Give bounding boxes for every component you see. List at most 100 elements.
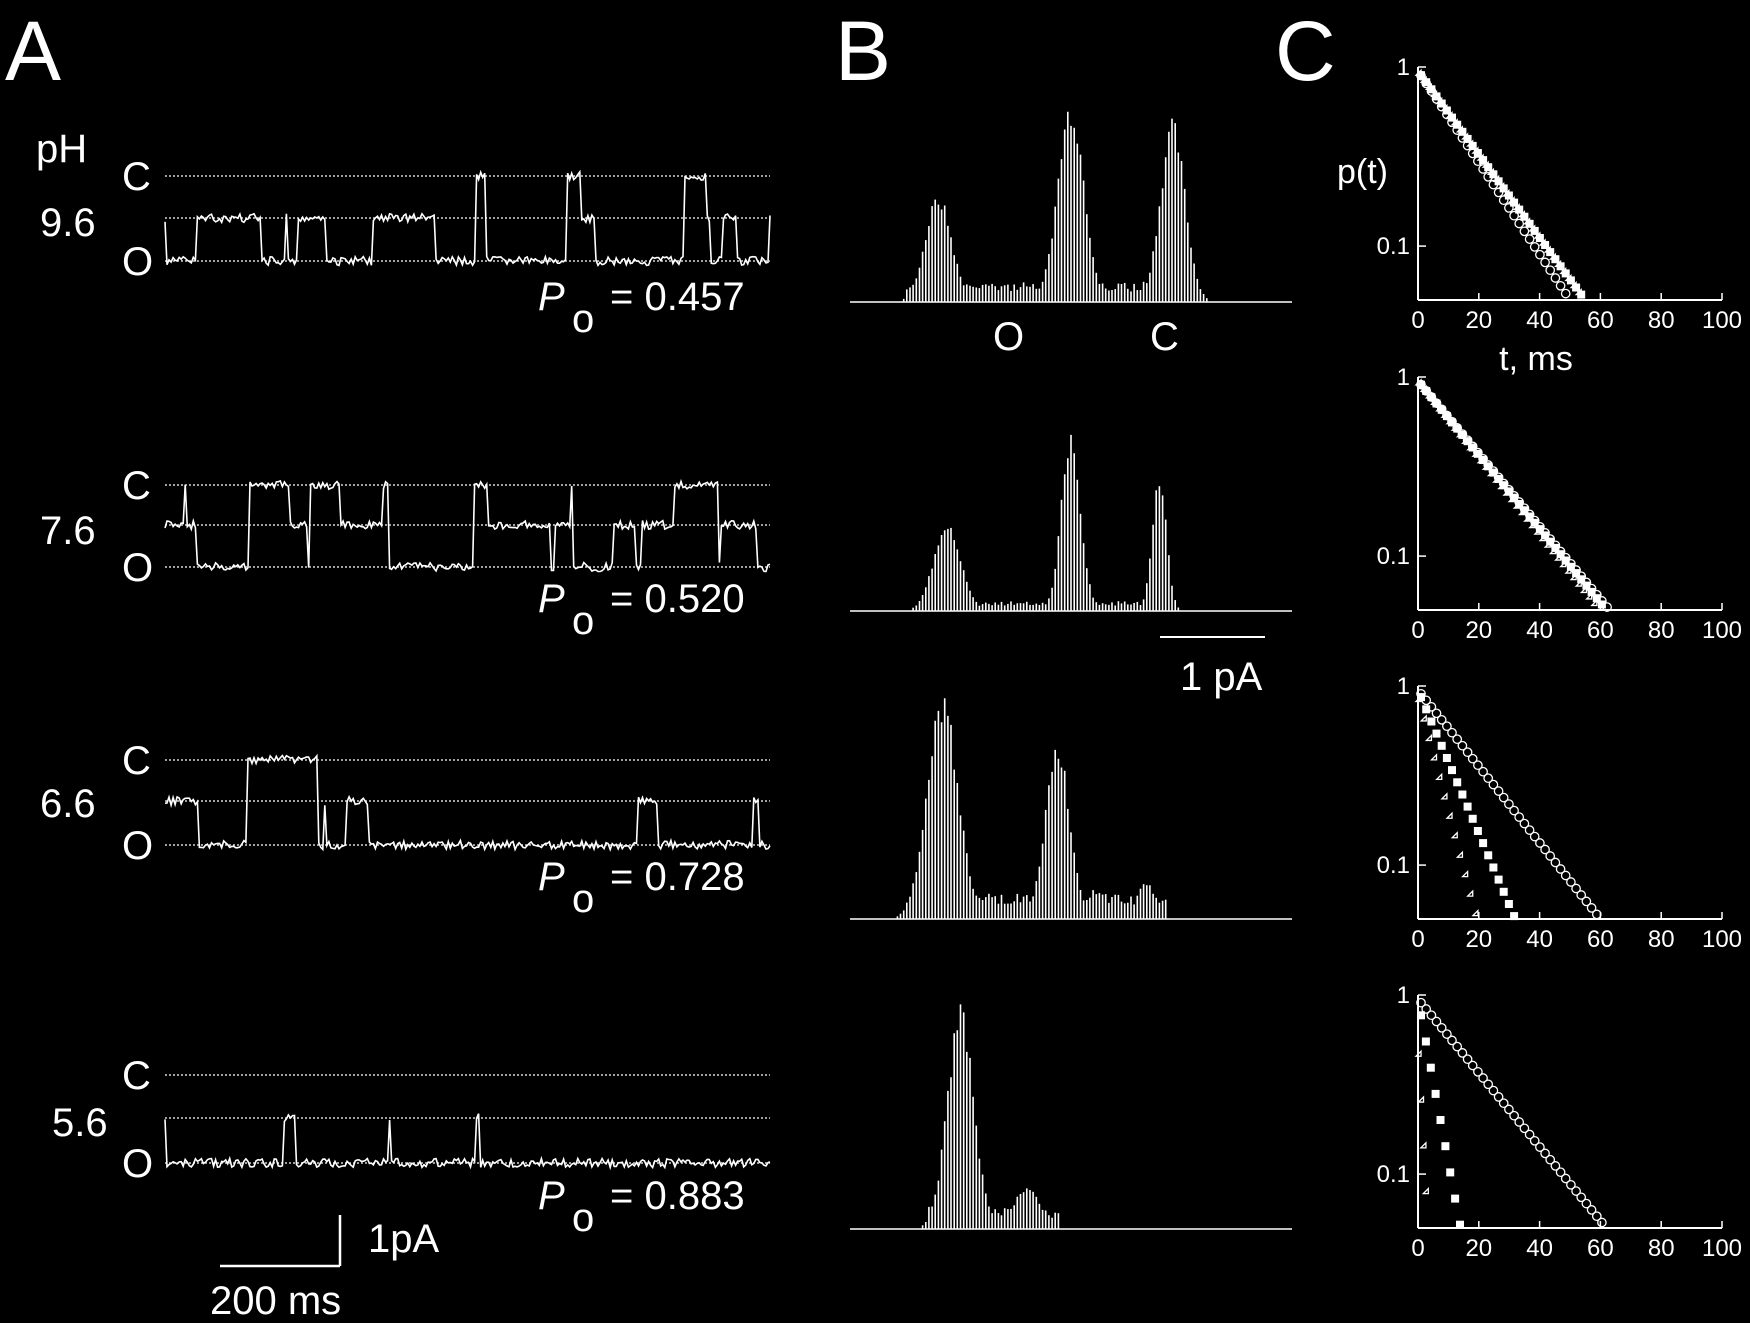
- data-point-square: [1510, 912, 1519, 921]
- data-point-circle: [1571, 883, 1581, 894]
- x-tick-label: 20: [1465, 617, 1492, 644]
- data-point-circle: [1529, 1135, 1540, 1146]
- data-point-square: [1453, 120, 1462, 129]
- x-tick-label: 20: [1465, 1235, 1492, 1262]
- data-point-triangle: [1424, 733, 1433, 742]
- data-point-square: [1494, 875, 1503, 884]
- y-tick-label: 1: [1397, 673, 1410, 700]
- data-point-square: [1432, 92, 1441, 101]
- survival-plot-2: 0 20 40 60 80 100 1 0.1: [1377, 364, 1742, 644]
- data-point-circle: [1524, 234, 1535, 244]
- data-point-circle: [1586, 903, 1597, 913]
- data-point-square: [1479, 456, 1488, 464]
- x-tick-label: 100: [1702, 617, 1742, 644]
- data-point-circle: [1535, 1142, 1545, 1152]
- data-point-circle: [1545, 1154, 1556, 1165]
- data-point-square: [1473, 827, 1482, 835]
- trace-group-9.6: CO 9.6 P o = 0.457: [40, 155, 771, 341]
- data-point-square: [1437, 405, 1446, 414]
- open-level-label: O: [122, 824, 153, 868]
- histogram-scale-label: 1 pA: [1180, 655, 1263, 699]
- data-point-square: [1468, 814, 1477, 823]
- data-point-circle: [1560, 288, 1571, 299]
- data-point-square: [1426, 1063, 1435, 1072]
- data-point-circle: [1591, 1211, 1602, 1222]
- x-tick-label: 40: [1526, 1235, 1553, 1262]
- data-point-triangle: [1435, 772, 1443, 780]
- data-point-triangle: [1414, 1049, 1422, 1057]
- data-point-circle: [1555, 864, 1566, 874]
- data-point-circle: [1555, 280, 1566, 291]
- x-tick-label: 20: [1465, 926, 1492, 953]
- data-point-triangle: [1455, 850, 1464, 858]
- data-point-square: [1525, 512, 1534, 521]
- data-point-square: [1541, 531, 1550, 540]
- closed-level-label: C: [122, 155, 151, 199]
- data-point-square: [1458, 790, 1467, 799]
- x-tick-label: 80: [1648, 1235, 1675, 1262]
- data-point-square: [1489, 863, 1498, 872]
- data-point-square: [1556, 262, 1565, 271]
- data-point-circle: [1519, 226, 1530, 237]
- data-point-square: [1592, 594, 1601, 603]
- data-point-square: [1442, 754, 1451, 762]
- data-point-circle: [1504, 799, 1514, 809]
- data-point-circle: [1467, 1060, 1478, 1071]
- data-point-circle: [1581, 896, 1592, 907]
- data-point-circle: [1421, 1004, 1432, 1014]
- data-point-triangle: [1590, 598, 1598, 607]
- data-point-square: [1458, 430, 1467, 439]
- data-point-square: [1572, 283, 1581, 292]
- po-subscript: o: [572, 599, 594, 643]
- closed-level-label: C: [122, 739, 151, 783]
- x-tick-label: 40: [1526, 617, 1553, 644]
- data-point-square: [1448, 113, 1456, 122]
- panel-label-c: C: [1275, 4, 1336, 98]
- data-point-square: [1417, 380, 1425, 389]
- survival-plot-3: 0 20 40 60 80 100 1 0.1: [1377, 673, 1742, 953]
- data-point-square: [1535, 525, 1544, 534]
- po-value: = 0.728: [610, 855, 745, 899]
- data-point-circle: [1467, 753, 1478, 764]
- data-point-circle: [1483, 1079, 1494, 1090]
- data-point-square: [1468, 141, 1477, 150]
- data-point-square: [1499, 184, 1508, 193]
- data-point-square: [1510, 198, 1519, 207]
- survival-plot-1: 0 20 40 60 80 100 1 0.1 p(t) t, ms: [1337, 54, 1742, 378]
- y-tick-label: 0.1: [1377, 852, 1410, 879]
- data-point-square: [1463, 437, 1472, 446]
- x-tick-label: 60: [1587, 617, 1614, 644]
- data-point-square: [1520, 212, 1529, 221]
- data-point-triangle: [1429, 753, 1438, 761]
- y-tick-label: 0.1: [1377, 543, 1410, 570]
- data-point-square: [1448, 418, 1456, 427]
- x-tick-label: 80: [1648, 617, 1675, 644]
- current-scale-label: 1pA: [368, 1217, 439, 1261]
- data-point-square: [1422, 78, 1431, 87]
- data-point-circle: [1447, 727, 1457, 738]
- data-point-square: [1515, 500, 1524, 508]
- current-trace: [164, 753, 771, 852]
- data-point-circle: [1524, 1129, 1535, 1140]
- data-point-square: [1484, 462, 1493, 471]
- data-point-circle: [1431, 1016, 1442, 1027]
- data-point-square: [1484, 851, 1493, 860]
- x-tick-label: 40: [1526, 926, 1553, 953]
- data-point-circle: [1550, 857, 1561, 868]
- data-point-triangle: [1461, 870, 1469, 878]
- data-point-square: [1463, 134, 1472, 143]
- current-trace: [164, 1113, 771, 1171]
- data-point-triangle: [1421, 1187, 1430, 1195]
- data-point-circle: [1535, 249, 1545, 260]
- closed-level-label: C: [122, 464, 151, 508]
- data-point-square: [1453, 778, 1462, 787]
- data-point-triangle: [1471, 909, 1479, 917]
- data-point-square: [1530, 518, 1539, 527]
- panel-label-b: B: [835, 4, 891, 98]
- ph-value-label: 5.6: [52, 1101, 108, 1145]
- x-tick-label: 80: [1648, 926, 1675, 953]
- ph-header: pH: [36, 127, 87, 171]
- histogram-2: 1 pA: [850, 434, 1292, 699]
- data-point-square: [1437, 741, 1446, 750]
